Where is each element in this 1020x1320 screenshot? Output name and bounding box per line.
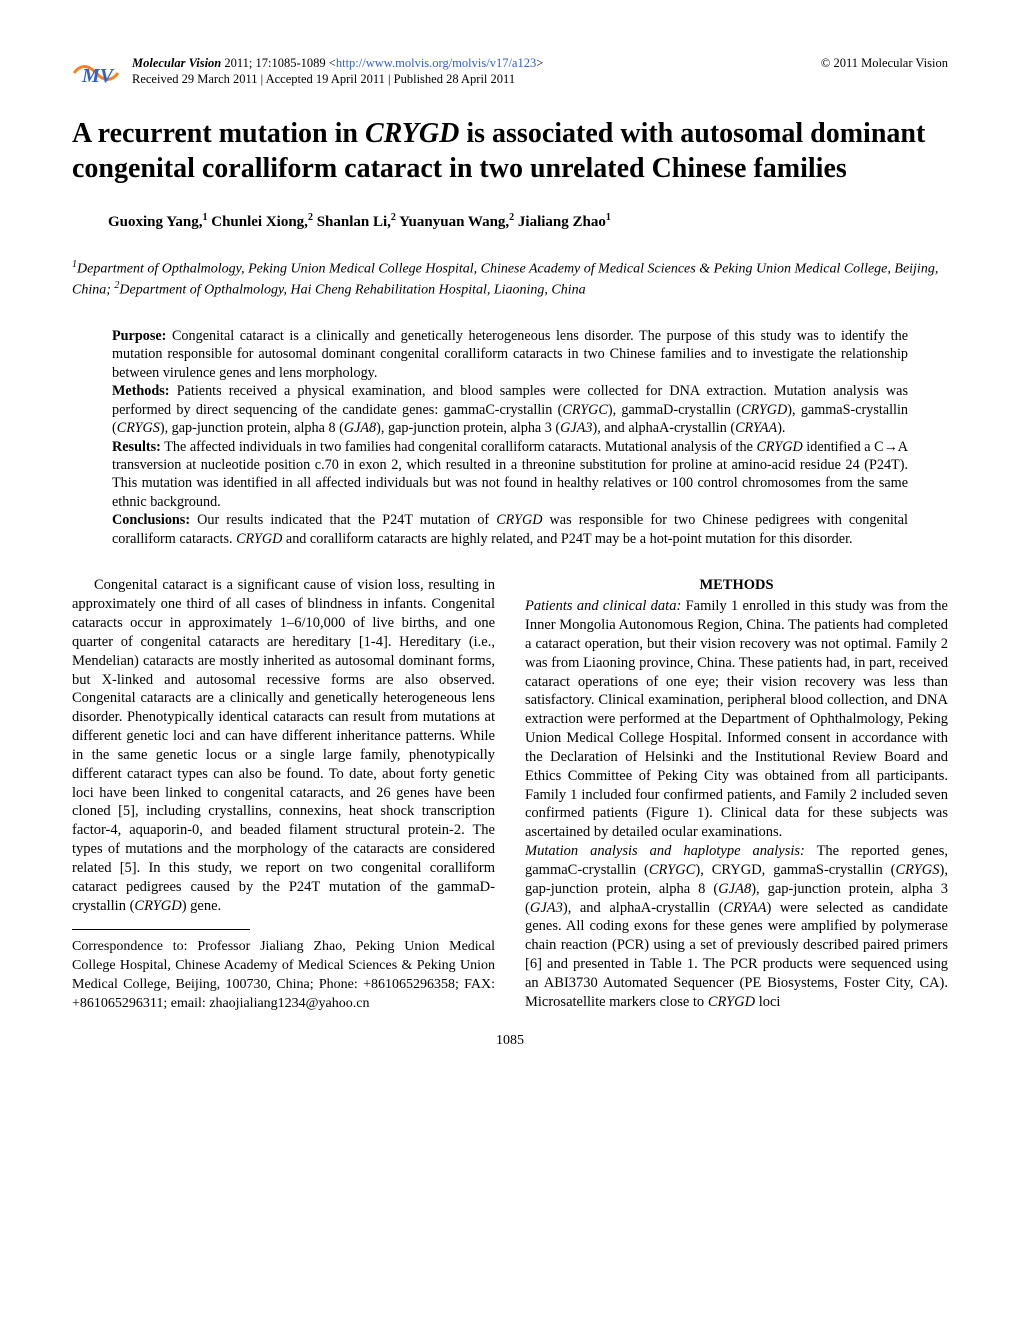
journal-header: MV Molecular Vision 2011; 17:1085-1089 <… <box>72 56 948 88</box>
conclusions-text: Our results indicated that the P24T muta… <box>112 512 908 546</box>
abstract: Purpose: Congenital cataract is a clinic… <box>112 327 908 548</box>
author-list: Guoxing Yang,1 Chunlei Xiong,2 Shanlan L… <box>72 212 948 232</box>
issue-info: 2011; 17:1085-1089 <box>221 56 329 70</box>
methods-text: Patients received a physical examination… <box>112 383 908 436</box>
journal-name: Molecular Vision <box>132 56 221 70</box>
right-column: METHODS Patients and clinical data: Fami… <box>525 576 948 1014</box>
intro-paragraph: Congenital cataract is a significant cau… <box>72 576 495 915</box>
results-label: Results: <box>112 439 161 455</box>
purpose-label: Purpose: <box>112 328 166 344</box>
mutation-paragraph: Mutation analysis and haplotype analysis… <box>525 842 948 1012</box>
svg-text:MV: MV <box>81 65 115 87</box>
header-text: Molecular Vision 2011; 17:1085-1089 <htt… <box>132 56 948 87</box>
mutation-subhead: Mutation analysis and haplotype analysis… <box>525 843 805 859</box>
conclusions-label: Conclusions: <box>112 512 190 528</box>
correspondence-divider <box>72 929 250 930</box>
patients-paragraph: Patients and clinical data: Family 1 enr… <box>525 597 948 842</box>
correspondence: Correspondence to: Professor Jialiang Zh… <box>72 938 495 1014</box>
journal-url[interactable]: http://www.molvis.org/molvis/v17/a123 <box>336 56 536 70</box>
body-columns: Congenital cataract is a significant cau… <box>72 576 948 1014</box>
methods-heading: METHODS <box>525 576 948 595</box>
affiliations: 1Department of Opthalmology, Peking Unio… <box>72 258 948 301</box>
article-title: A recurrent mutation in CRYGD is associa… <box>72 116 948 186</box>
page-number: 1085 <box>72 1032 948 1050</box>
received-line: Received 29 March 2011 | Accepted 19 Apr… <box>132 72 543 88</box>
header-left: Molecular Vision 2011; 17:1085-1089 <htt… <box>132 56 543 87</box>
copyright: © 2011 Molecular Vision <box>821 56 948 87</box>
methods-label: Methods: <box>112 383 170 399</box>
results-text: The affected individuals in two families… <box>112 439 908 510</box>
purpose-text: Congenital cataract is a clinically and … <box>112 328 908 381</box>
mv-logo: MV <box>72 58 120 88</box>
left-column: Congenital cataract is a significant cau… <box>72 576 495 1014</box>
patients-subhead: Patients and clinical data: <box>525 598 681 614</box>
